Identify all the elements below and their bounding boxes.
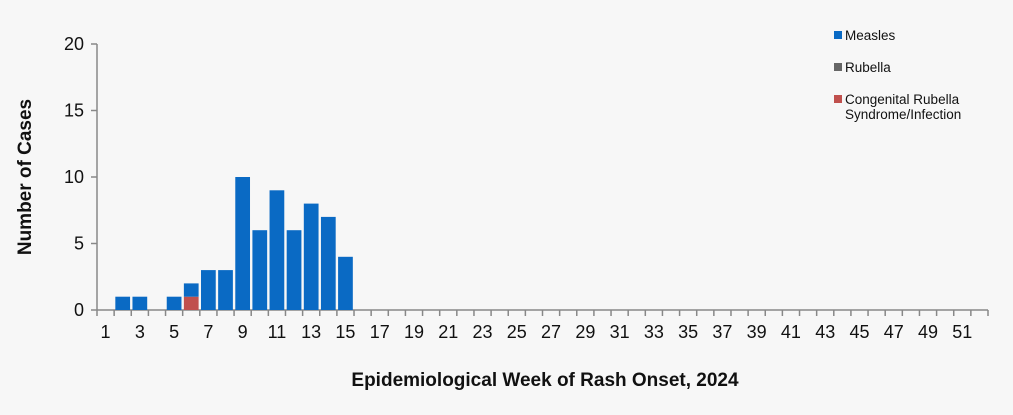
x-tick-label: 29 [575,322,595,342]
x-tick-label: 31 [610,322,630,342]
y-tick-label: 10 [64,167,84,187]
legend-swatch [834,95,842,103]
x-tick-label: 21 [438,322,458,342]
bar-measles-week-10 [252,230,268,310]
bar-measles-week-3 [132,296,148,310]
x-tick-label: 5 [169,322,179,342]
legend-label: Congenital Rubella [845,92,960,107]
x-tick-label: 13 [301,322,321,342]
legend-label: Measles [845,28,896,43]
bar-measles-week-8 [218,270,233,310]
x-tick-label: 7 [203,322,213,342]
bar-measles-week-14 [320,216,336,310]
x-tick-label: 17 [370,322,390,342]
x-tick-label: 3 [135,322,145,342]
x-axis: 1 3 5 7 9 11 13 15 17 19 21 23 25 27 29 31 33 35 37 39 41 43 4… [96,309,989,342]
bar-congenital-rubella-syndrome-infection-week-6 [183,296,199,310]
x-tick-label: 37 [712,322,732,342]
bar-measles-week-9 [235,177,251,310]
bar-measles-week-6 [183,283,199,297]
bar-measles-week-11 [269,190,285,310]
y-tick-label: 0 [74,300,84,320]
bar-measles-week-2 [115,296,131,310]
x-tick-label: 19 [404,322,424,342]
x-tick-label: 1 [101,322,111,342]
x-tick-label: 35 [678,322,698,342]
bars [115,177,353,310]
bar-measles-week-15 [338,256,353,310]
x-tick-label: 39 [747,322,767,342]
y-axis: 0 5 10 15 20 [64,34,98,320]
legend-label: Syndrome/Infection [845,107,961,122]
y-axis-label: Number of Cases [15,99,36,255]
y-tick-label: 20 [64,34,84,54]
x-tick-label: 51 [952,322,972,342]
x-tick-label: 43 [815,322,835,342]
x-tick-label: 27 [541,322,561,342]
x-tick-label: 45 [849,322,869,342]
y-tick-label: 15 [64,101,84,121]
legend-swatch [834,63,842,71]
legend: Measles Rubella Congenital RubellaSyndrome… [834,28,961,122]
legend-label: Rubella [845,60,891,75]
x-tick-label: 15 [335,322,355,342]
bar-measles-week-13 [303,203,319,310]
bar-measles-week-5 [166,296,182,310]
legend-swatch [834,31,842,39]
x-tick-label: 47 [884,322,904,342]
bar-measles-week-12 [286,230,302,310]
bar-measles-week-7 [201,270,216,310]
y-tick-label: 5 [74,234,84,254]
x-tick-label: 11 [268,322,287,342]
x-tick-label: 49 [918,322,938,342]
x-tick-label: 25 [507,322,527,342]
x-tick-label: 9 [238,322,248,342]
x-axis-label: Epidemiological Week of Rash Onset, 2024 [351,370,739,391]
x-tick-label: 41 [781,322,801,342]
x-tick-label: 33 [644,322,664,342]
x-tick-label: 23 [473,322,493,342]
